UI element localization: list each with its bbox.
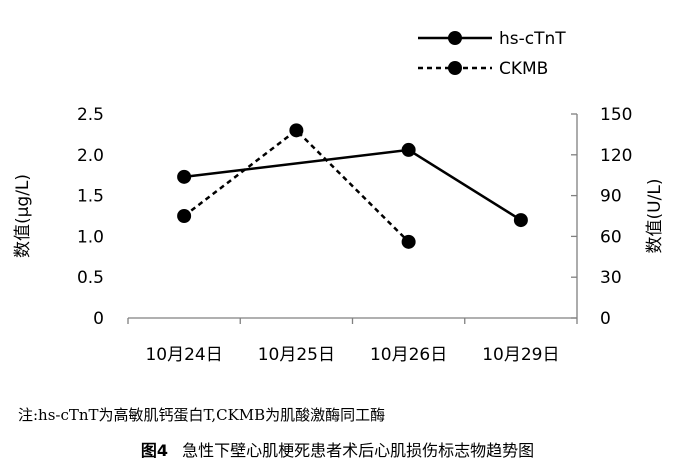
left-y-tick-label: 1.0	[77, 227, 104, 247]
data-point-hs-ctnt	[177, 169, 192, 184]
x-tick-label: 10月26日	[370, 345, 447, 365]
legend-marker-ckmb	[448, 61, 462, 75]
right-y-tick-label: 120	[600, 146, 632, 166]
right-y-tick-label: 150	[600, 105, 632, 125]
left-y-tick-label: 2.5	[77, 105, 104, 125]
series-line-ckmb	[183, 128, 410, 243]
legend-marker-hs-ctnt	[448, 31, 462, 45]
data-point-ckmb	[401, 234, 416, 249]
legend-label: hs-cTnT	[499, 29, 566, 49]
left-y-tick-label: 2.0	[77, 146, 104, 166]
data-point-hs-ctnt	[401, 142, 416, 157]
figure-caption: 图4 急性下壁心肌梗死患者术后心肌损伤标志物趋势图	[0, 437, 675, 461]
right-y-axis-label: 数值(U/L)	[645, 179, 665, 254]
left-y-tick-label: 1.5	[77, 187, 104, 207]
data-point-ckmb	[177, 209, 192, 223]
legend-label: CKMB	[499, 59, 548, 79]
chart-svg: 10月24日 10月25日 10月26日 10月29日 0 0.5 1.0 1.5 2.0 2.5…	[13, 29, 665, 365]
left-y-tick-label: 0	[93, 309, 104, 329]
data-point-ckmb	[289, 123, 304, 138]
x-tick-label: 10月25日	[258, 345, 335, 365]
chart: 10月24日 10月25日 10月26日 10月29日 0 0.5 1.0 1.5 2.0 2.5…	[13, 29, 665, 365]
figure-note: 注:hs-cTnT为高敏肌钙蛋白T,CKMB为肌酸激酶同工酶	[18, 406, 386, 424]
figure-number: 图4	[140, 441, 169, 460]
right-y-tick-label: 30	[600, 268, 622, 288]
x-tick-label: 10月24日	[145, 345, 222, 365]
right-y-tick-label: 60	[600, 227, 622, 247]
right-y-tick-label: 90	[600, 187, 622, 207]
x-tick-label: 10月29日	[482, 345, 559, 365]
right-y-tick-label: 0	[600, 309, 611, 329]
left-y-axis-label: 数值(μg/L)	[13, 174, 33, 258]
data-point-hs-ctnt	[513, 213, 528, 228]
figure-caption-text: 急性下壁心肌梗死患者术后心肌损伤标志物趋势图	[182, 441, 535, 460]
left-y-tick-label: 0.5	[77, 268, 104, 288]
